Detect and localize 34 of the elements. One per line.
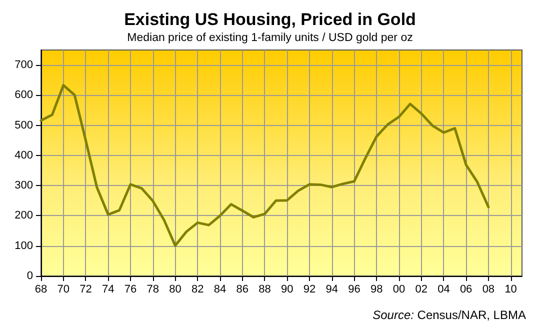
y-tick-label: 400 bbox=[14, 149, 33, 162]
y-tick-label: 200 bbox=[14, 210, 33, 222]
x-tick-label: 74 bbox=[102, 284, 114, 296]
x-tick-label: 10 bbox=[504, 284, 517, 296]
x-tick-label: 68 bbox=[34, 284, 48, 296]
x-tick-label: 98 bbox=[370, 284, 383, 296]
x-tick-label: 06 bbox=[460, 284, 472, 296]
x-tick-label: 72 bbox=[80, 284, 92, 296]
y-tick-label: 0 bbox=[26, 270, 33, 282]
y-tick-label: 700 bbox=[14, 59, 33, 72]
x-tick-label: 04 bbox=[438, 284, 450, 296]
y-tick-label: 500 bbox=[14, 119, 33, 132]
x-tick-label: 84 bbox=[214, 284, 226, 296]
x-tick-label: 92 bbox=[303, 284, 316, 296]
chart-subtitle: Median price of existing 1-family units / USD gold per oz bbox=[127, 32, 414, 44]
x-tick-label: 86 bbox=[236, 284, 248, 296]
x-tick-label: 76 bbox=[124, 284, 137, 296]
x-tick-label: 02 bbox=[415, 284, 428, 296]
x-tick-label: 78 bbox=[146, 284, 159, 296]
x-tick-label: 80 bbox=[169, 284, 182, 296]
y-tick-label: 100 bbox=[14, 240, 33, 252]
x-tick-label: 00 bbox=[392, 284, 406, 296]
source-note: Source: Census/NAR, LBMA bbox=[372, 308, 526, 322]
y-tick-label: 600 bbox=[14, 89, 33, 102]
line-series bbox=[40, 84, 490, 247]
y-tick-label: 300 bbox=[14, 180, 33, 192]
x-tick-label: 70 bbox=[57, 284, 70, 296]
x-tick-label: 08 bbox=[482, 284, 495, 296]
x-tick-label: 88 bbox=[258, 284, 271, 296]
chart-title: Existing US Housing, Priced in Gold bbox=[124, 10, 416, 29]
x-tick-label: 90 bbox=[280, 284, 294, 296]
x-tick-label: 94 bbox=[326, 284, 338, 296]
x-tick-label: 82 bbox=[191, 284, 204, 296]
x-tick-label: 96 bbox=[348, 284, 360, 296]
